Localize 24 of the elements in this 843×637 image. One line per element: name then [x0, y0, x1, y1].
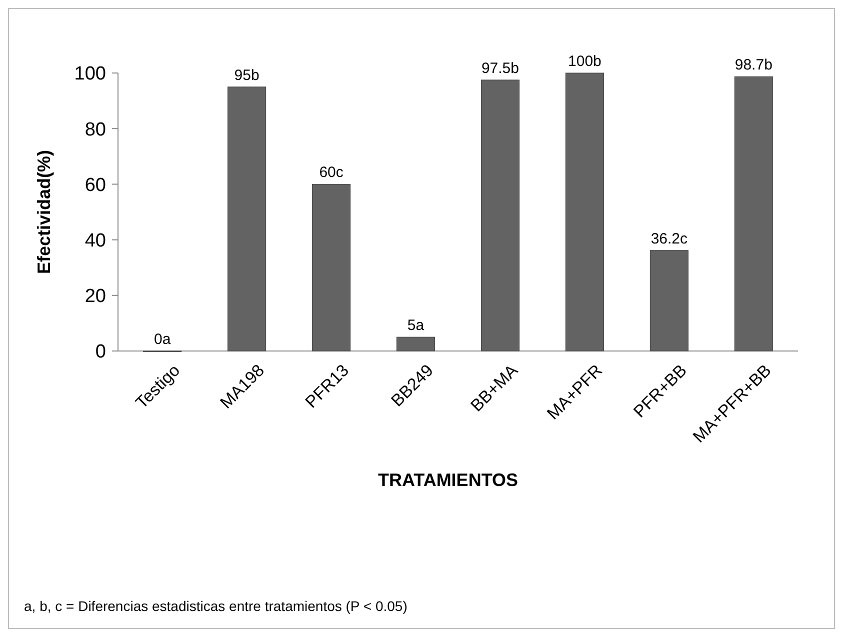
data-label: 5a: [407, 317, 425, 334]
data-label: 60c: [319, 164, 344, 182]
y-tick-label: 20: [84, 286, 106, 308]
data-label: 0a: [154, 331, 172, 348]
data-label: 98.7b: [734, 56, 772, 74]
bar: [565, 72, 604, 352]
bar: [650, 250, 688, 352]
bar: [480, 80, 520, 352]
data-label: 97.5b: [481, 60, 520, 77]
data-label: 100b: [568, 53, 602, 70]
y-tick-label: 60: [84, 174, 106, 196]
bar: [396, 336, 436, 352]
bar: [312, 184, 351, 352]
text: a, b, c = Diferencias estadisticas entre tratamientos (P < 0.05): [24, 598, 408, 614]
bar: [228, 86, 266, 352]
data-label: 95b: [234, 66, 260, 84]
y-axis-title: Efectividad(%): [34, 150, 54, 274]
y-tick-label: 0: [95, 342, 106, 363]
bar: [734, 76, 773, 352]
y-tick-label: 40: [84, 230, 106, 252]
x-axis-title: TRATAMIENTOS: [378, 470, 518, 490]
data-label: 36.2c: [650, 230, 688, 248]
y-tick-label: 100: [74, 64, 106, 85]
y-tick-label: 80: [84, 119, 106, 140]
